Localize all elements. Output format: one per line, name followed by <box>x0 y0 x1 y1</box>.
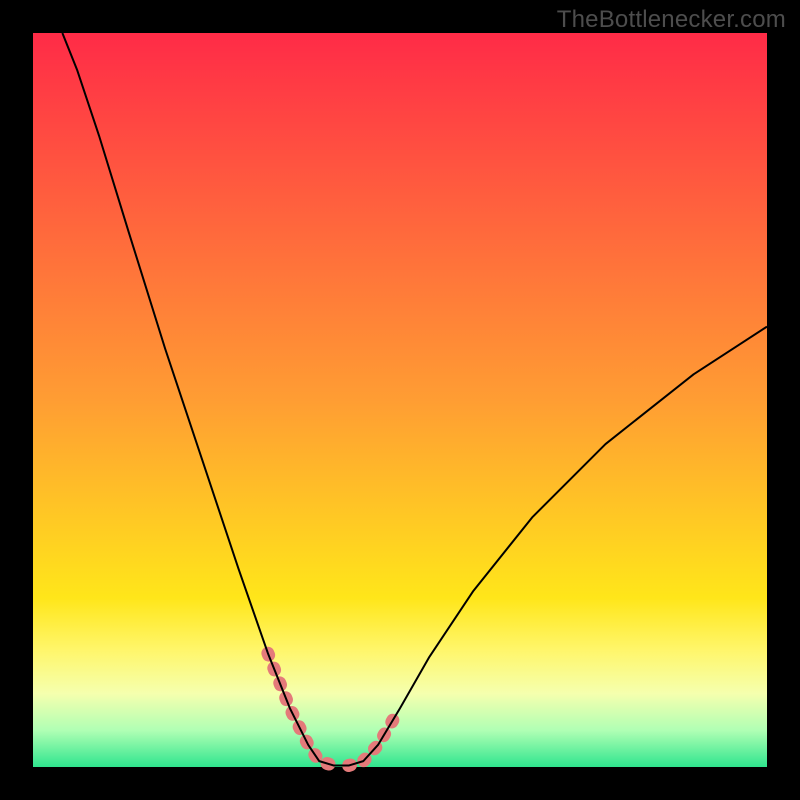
watermark: TheBottlenecker.com <box>557 6 786 34</box>
main-curve <box>62 33 767 766</box>
chart-svg <box>33 33 767 767</box>
highlight-right <box>349 708 400 765</box>
plot-area <box>33 33 767 767</box>
highlight-left <box>268 653 334 765</box>
